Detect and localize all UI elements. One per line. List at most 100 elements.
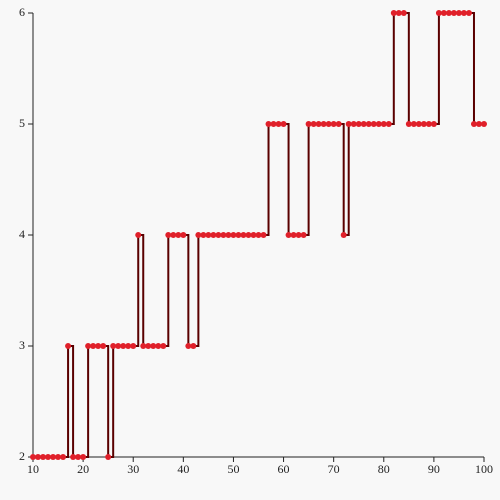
point [105, 454, 112, 460]
point [70, 454, 77, 460]
point [255, 232, 262, 238]
point [465, 10, 472, 16]
point [395, 10, 402, 16]
point [325, 121, 332, 127]
x-tick-label: 100 [475, 462, 493, 476]
point [45, 454, 52, 460]
point [390, 10, 397, 16]
point [481, 121, 487, 127]
point [165, 232, 172, 238]
point [205, 232, 212, 238]
point [415, 121, 422, 127]
point [380, 121, 387, 127]
point [275, 121, 282, 127]
point [360, 121, 367, 127]
point [430, 121, 437, 127]
point [385, 121, 392, 127]
point [100, 343, 107, 349]
point [405, 121, 412, 127]
point [210, 232, 217, 238]
point [85, 343, 92, 349]
x-tick-label: 10 [27, 462, 39, 476]
point [410, 121, 417, 127]
point [375, 121, 382, 127]
point [470, 121, 477, 127]
point [280, 121, 287, 127]
y-tick-label: 3 [19, 338, 25, 352]
point [300, 232, 307, 238]
y-tick-label: 6 [19, 5, 25, 19]
point [435, 10, 442, 16]
x-tick-label: 70 [328, 462, 340, 476]
x-tick-label: 60 [278, 462, 290, 476]
y-tick-label: 4 [19, 227, 25, 241]
point [345, 121, 352, 127]
point [270, 121, 277, 127]
point [420, 121, 427, 127]
point [215, 232, 222, 238]
point [170, 232, 177, 238]
point [310, 121, 317, 127]
y-tick-label: 5 [19, 116, 25, 130]
point [335, 121, 342, 127]
point [225, 232, 232, 238]
point [220, 232, 227, 238]
point [140, 343, 147, 349]
point [95, 343, 102, 349]
point [460, 10, 467, 16]
point [305, 121, 312, 127]
x-tick-label: 40 [177, 462, 189, 476]
point [195, 232, 202, 238]
point [110, 343, 117, 349]
point [425, 121, 432, 127]
x-tick-label: 50 [227, 462, 239, 476]
point [365, 121, 372, 127]
point [370, 121, 377, 127]
point [35, 454, 42, 460]
y-tick-label: 2 [19, 449, 25, 463]
point [65, 343, 72, 349]
point [340, 232, 347, 238]
point [295, 232, 302, 238]
point [315, 121, 322, 127]
point [55, 454, 62, 460]
point [50, 454, 57, 460]
x-tick-label: 30 [127, 462, 139, 476]
point [190, 343, 197, 349]
point [285, 232, 292, 238]
point [185, 343, 192, 349]
point [450, 10, 457, 16]
point [290, 232, 297, 238]
point [475, 121, 482, 127]
point [120, 343, 127, 349]
point [250, 232, 257, 238]
point [130, 343, 137, 349]
x-tick-label: 90 [428, 462, 440, 476]
point [90, 343, 97, 349]
point [330, 121, 337, 127]
point [175, 232, 182, 238]
point [455, 10, 462, 16]
point [350, 121, 357, 127]
point [125, 343, 132, 349]
point [115, 343, 122, 349]
point [155, 343, 162, 349]
x-tick-label: 80 [378, 462, 390, 476]
point [245, 232, 252, 238]
x-tick-label: 20 [77, 462, 89, 476]
point [30, 454, 36, 460]
point [145, 343, 152, 349]
point [400, 10, 407, 16]
point [135, 232, 142, 238]
point [265, 121, 272, 127]
point [60, 454, 67, 460]
point [240, 232, 247, 238]
point [150, 343, 157, 349]
point [320, 121, 327, 127]
point [80, 454, 87, 460]
point [160, 343, 167, 349]
point [230, 232, 237, 238]
point [260, 232, 267, 238]
